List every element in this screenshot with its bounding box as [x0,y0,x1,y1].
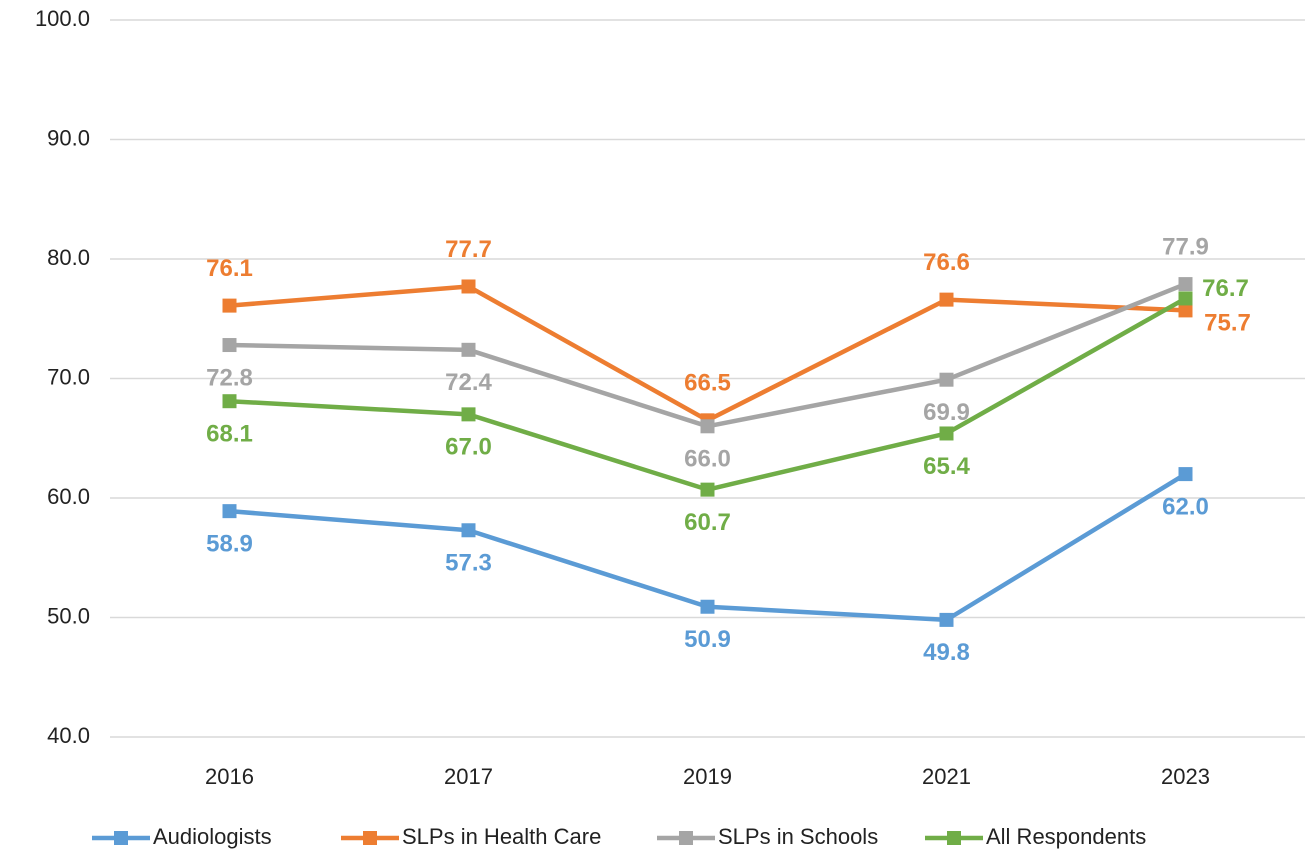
data-label: 77.9 [1162,233,1209,260]
point-marker [1178,303,1193,318]
point-marker [461,342,476,357]
data-label: 67.0 [445,434,492,461]
legend-label: All Respondents [986,824,1146,849]
data-label: 49.8 [923,639,970,666]
point-marker [939,372,954,387]
point-marker [222,298,237,313]
x-tick-label: 2019 [683,764,732,789]
y-tick-label: 40.0 [47,723,90,748]
legend-label: SLPs in Health Care [402,824,601,849]
data-label: 66.5 [684,370,731,397]
point-marker [222,394,237,409]
data-label: 72.4 [445,369,492,396]
data-label: 57.3 [445,550,492,577]
data-label: 76.7 [1202,275,1249,302]
x-tick-label: 2016 [205,764,254,789]
data-label: 50.9 [684,626,731,653]
point-marker [700,599,715,614]
legend-marker [679,831,693,845]
legend-marker [363,831,377,845]
x-tick-label: 2017 [444,764,493,789]
data-label: 69.9 [923,399,970,426]
series-line [229,284,1186,423]
legend-marker [947,831,961,845]
point-marker [939,612,954,627]
data-label: 66.0 [684,446,731,473]
point-marker [222,504,237,519]
data-label: 72.8 [206,364,253,391]
data-label: 62.0 [1162,493,1209,520]
point-marker [222,338,237,353]
data-label: 60.7 [684,509,731,536]
legend-label: Audiologists [153,824,272,849]
legend-marker [114,831,128,845]
data-label: 58.9 [206,530,253,557]
data-label: 75.7 [1204,310,1251,337]
legend-label: SLPs in Schools [718,824,878,849]
y-tick-label: 50.0 [47,603,90,628]
y-tick-label: 70.0 [47,364,90,389]
point-marker [939,292,954,307]
y-tick-label: 100.0 [35,6,90,31]
point-marker [700,419,715,434]
data-label: 68.1 [206,421,253,448]
y-tick-label: 60.0 [47,484,90,509]
data-label: 65.4 [923,453,970,480]
point-marker [461,523,476,538]
x-tick-label: 2021 [922,764,971,789]
y-tick-label: 80.0 [47,245,90,270]
point-marker [1178,291,1193,306]
data-label: 76.1 [206,255,253,282]
point-marker [1178,467,1193,482]
point-marker [1178,277,1193,292]
point-marker [939,426,954,441]
data-label: 76.6 [923,249,970,276]
y-tick-label: 90.0 [47,125,90,150]
x-tick-label: 2023 [1161,764,1210,789]
point-marker [461,407,476,422]
point-marker [700,482,715,497]
point-marker [461,279,476,294]
data-label: 77.7 [445,236,492,263]
